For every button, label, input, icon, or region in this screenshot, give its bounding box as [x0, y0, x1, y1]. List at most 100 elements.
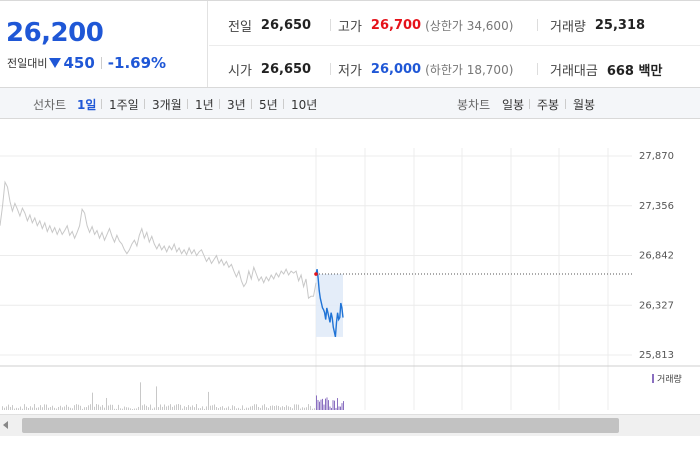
volume-legend-swatch [652, 374, 654, 383]
volume-bars [2, 382, 344, 410]
volume-bar [104, 407, 105, 410]
volume-bar [58, 406, 59, 410]
volume-bar [338, 406, 340, 410]
volume-bar [134, 408, 135, 410]
volume-bar [322, 398, 323, 410]
volume-bar [314, 408, 315, 410]
volume-bar [274, 406, 275, 410]
volume-bar [264, 404, 265, 410]
volume-bar [234, 406, 235, 410]
volume-bar [162, 406, 163, 410]
volume-bar [294, 404, 295, 410]
upper-limit-value: (상한가 34,600) [425, 19, 514, 33]
volume-bar [256, 404, 257, 410]
volume-bar [174, 405, 175, 410]
volume-bar [331, 407, 332, 410]
period-1y-tab[interactable]: 1년 [195, 98, 214, 112]
price-chart[interactable]: 27,870 27,356 26,842 26,327 25,813 거래량 [0, 120, 700, 414]
volume-bar [76, 404, 77, 410]
candle-daily-tab[interactable]: 일봉 [502, 98, 525, 112]
volume-bar [258, 406, 259, 410]
volume-bar [52, 405, 53, 410]
down-arrow-icon [49, 58, 62, 68]
volume-bar [92, 392, 93, 410]
volume-bar [286, 405, 287, 410]
volume-bar [298, 404, 299, 410]
period-1w-tab[interactable]: 1주일 [109, 98, 139, 112]
volume-bar [180, 404, 181, 410]
volume-bar [86, 407, 87, 410]
volume-bar [122, 408, 123, 410]
tab-divider [283, 99, 284, 109]
volume-bar [308, 404, 309, 410]
period-10y-tab[interactable]: 10년 [291, 98, 318, 112]
chart-scrollbar[interactable] [0, 414, 700, 436]
volume-bar [266, 407, 267, 410]
volume-bar [304, 407, 305, 410]
volume-bar [84, 407, 85, 410]
quote-summary: 26,200 전일대비 450 -1.69% 전일 26,650 고가 26,7… [0, 0, 700, 88]
tab-divider [565, 99, 566, 109]
tab-divider [219, 99, 220, 109]
volume-bar [246, 407, 247, 410]
volume-bar [238, 407, 239, 410]
candle-monthly-tab[interactable]: 월봉 [573, 98, 596, 112]
volume-bar [319, 401, 320, 410]
scroll-left-arrow-icon[interactable] [3, 421, 8, 429]
volume-bar [204, 408, 205, 410]
period-3y-tab[interactable]: 3년 [227, 98, 246, 112]
volume-bar [158, 407, 159, 410]
period-3m-tab[interactable]: 3개월 [152, 98, 182, 112]
volume-bar [16, 407, 17, 410]
price-box: 26,200 전일대비 450 -1.69% [0, 1, 208, 87]
scroll-thumb[interactable] [22, 418, 619, 433]
volume-bar [176, 404, 177, 410]
volume-bar [132, 408, 133, 410]
volume-bar [72, 408, 73, 410]
chart-toolbar: 선차트 1일 1주일 3개월 1년 3년 5년 10년 봉차트 일봉 주봉 월봉 [0, 88, 700, 119]
volume-bar [80, 405, 81, 410]
volume-bar [96, 404, 97, 410]
volume-bar [116, 408, 117, 410]
volume-bar [68, 406, 69, 410]
volume-bar [335, 407, 337, 410]
volume-bar [144, 404, 145, 410]
volume-bar [332, 400, 334, 410]
candle-weekly-tab[interactable]: 주봉 [537, 98, 560, 112]
volume-bar [343, 401, 344, 410]
volume-item: 거래량 25,318 [550, 16, 645, 35]
today-price-line [315, 269, 344, 338]
quote-divider [330, 19, 331, 31]
volume-bar [136, 408, 137, 410]
volume-value: 25,318 [594, 18, 646, 33]
volume-bar [156, 386, 157, 410]
volume-bar [212, 405, 213, 410]
line-chart-label: 선차트 [33, 98, 67, 112]
volume-bar [210, 405, 211, 410]
volume-bar [140, 382, 141, 410]
volume-bar [46, 404, 47, 410]
volume-bar [168, 405, 169, 410]
session-range-fill [316, 274, 343, 337]
trade-value-value: 668 백만 [606, 64, 663, 79]
period-5y-tab[interactable]: 5년 [259, 98, 278, 112]
volume-bar [300, 408, 301, 410]
volume-bar [216, 407, 217, 410]
volume-bar [118, 404, 119, 410]
prev-close-label: 전일 [228, 20, 252, 35]
volume-bar [32, 407, 33, 410]
volume-bar [34, 404, 35, 410]
quote-divider [537, 19, 538, 31]
volume-bar [244, 408, 245, 410]
tab-divider [144, 99, 145, 109]
volume-bar [178, 404, 179, 410]
volume-bar [252, 405, 253, 410]
volume-bar [74, 405, 75, 410]
volume-bar [18, 408, 19, 410]
volume-bar [316, 395, 317, 410]
volume-bar [220, 406, 221, 410]
period-1d-tab[interactable]: 1일 [77, 98, 97, 112]
volume-bar [66, 404, 67, 410]
y-tick-label: 26,842 [639, 251, 674, 262]
volume-bar [334, 400, 335, 410]
